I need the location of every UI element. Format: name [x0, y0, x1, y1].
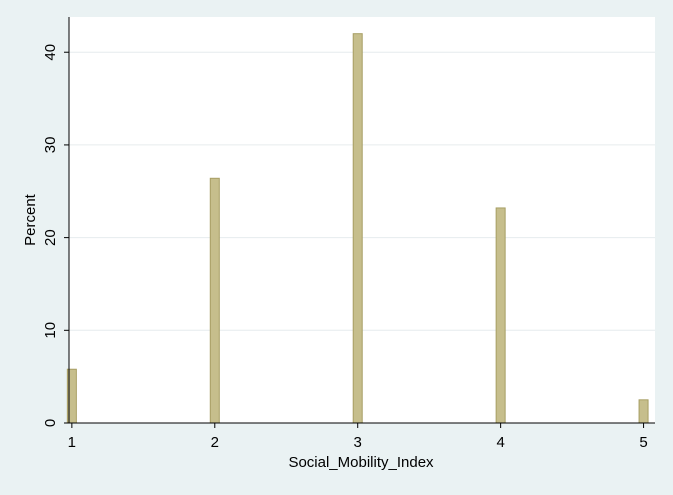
x-tick-label: 4 — [496, 434, 504, 451]
y-tick-label: 0 — [42, 419, 59, 427]
bar-4 — [495, 207, 506, 424]
bar-5 — [638, 399, 649, 424]
y-tick-label: 20 — [42, 229, 59, 246]
x-tick-label: 1 — [68, 434, 76, 451]
x-axis-label: Social_Mobility_Index — [288, 454, 434, 471]
axes: 0 10 20 30 40 1 2 3 4 5 — [42, 17, 655, 451]
y-tick-label: 40 — [42, 44, 59, 61]
y-tick-label: 30 — [42, 137, 59, 154]
bar-2 — [209, 177, 220, 424]
y-axis-label: Percent — [22, 193, 39, 246]
x-tick-label: 5 — [639, 434, 647, 451]
bar-3 — [352, 33, 363, 424]
y-tick-label: 10 — [42, 322, 59, 339]
x-tick-label: 3 — [354, 434, 362, 451]
x-tick-label: 2 — [211, 434, 219, 451]
